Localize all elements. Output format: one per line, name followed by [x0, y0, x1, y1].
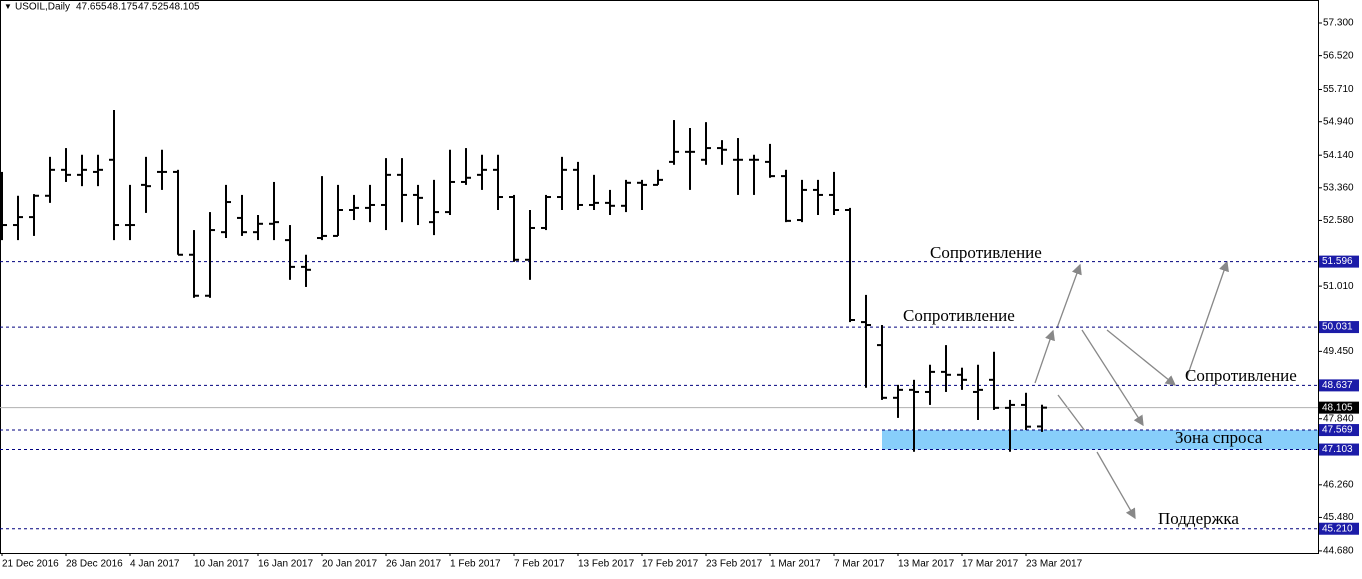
low-value: 47.525 — [138, 2, 169, 13]
high-value: 48.175 — [107, 2, 138, 13]
level-label: 47.103 — [1322, 444, 1353, 455]
price-label: 48.105 — [1322, 402, 1353, 413]
x-tick-label: 17 Feb 2017 — [642, 559, 699, 570]
y-tick-label: 57.300 — [1323, 18, 1354, 29]
level-label: 45.210 — [1322, 523, 1353, 534]
x-tick-label: 23 Mar 2017 — [1026, 559, 1083, 570]
annotation: Поддержка — [1158, 509, 1239, 528]
annotation: Сопротивление — [1185, 366, 1297, 385]
y-tick-label: 45.480 — [1323, 512, 1354, 523]
zone-label: Зона спроса — [1175, 428, 1263, 447]
x-tick-label: 10 Jan 2017 — [194, 559, 249, 570]
annotation: Сопротивление — [930, 243, 1042, 262]
level-box — [1319, 255, 1359, 268]
y-tick-label: 47.840 — [1323, 413, 1354, 424]
level-box — [1319, 424, 1359, 437]
y-tick-label: 52.580 — [1323, 215, 1354, 226]
y-tick-label: 53.360 — [1323, 182, 1354, 193]
x-tick-label: 26 Jan 2017 — [386, 559, 441, 570]
x-tick-label: 7 Mar 2017 — [834, 559, 885, 570]
y-tick-label: 46.260 — [1323, 479, 1354, 490]
x-tick-label: 7 Feb 2017 — [514, 559, 565, 570]
x-tick-label: 28 Dec 2016 — [66, 559, 123, 570]
header-arrow: ▼ — [4, 2, 12, 11]
x-tick-label: 1 Feb 2017 — [450, 559, 501, 570]
level-box — [1319, 522, 1359, 535]
x-tick-label: 1 Mar 2017 — [770, 559, 821, 570]
price-box — [1319, 401, 1359, 414]
level-label: 51.596 — [1322, 256, 1353, 267]
x-tick-label: 13 Feb 2017 — [578, 559, 635, 570]
x-tick-label: 23 Feb 2017 — [706, 559, 763, 570]
close-value: 48.105 — [169, 2, 200, 13]
y-tick-label: 44.680 — [1323, 546, 1354, 557]
x-tick-label: 21 Dec 2016 — [2, 559, 59, 570]
level-box — [1319, 379, 1359, 392]
level-box — [1319, 321, 1359, 334]
x-tick-label: 13 Mar 2017 — [898, 559, 955, 570]
y-tick-label: 49.450 — [1323, 346, 1354, 357]
x-tick-label: 20 Jan 2017 — [322, 559, 377, 570]
plot-frame — [0, 0, 1319, 554]
annotation: Сопротивление — [903, 306, 1015, 325]
x-tick-label: 16 Jan 2017 — [258, 559, 313, 570]
level-label: 47.569 — [1322, 425, 1353, 436]
arrows — [1034, 260, 1229, 520]
y-tick-label: 51.010 — [1323, 281, 1354, 292]
x-tick-label: 4 Jan 2017 — [130, 559, 180, 570]
level-label: 50.031 — [1322, 322, 1353, 333]
x-tick-label: 17 Mar 2017 — [962, 559, 1019, 570]
level-box — [1319, 443, 1359, 456]
level-label: 48.637 — [1322, 380, 1353, 391]
y-tick-label: 54.940 — [1323, 116, 1354, 127]
demand-zone — [882, 430, 1318, 450]
y-tick-label: 54.140 — [1323, 150, 1354, 161]
symbol: USOIL,Daily — [15, 2, 70, 13]
y-tick-label: 55.710 — [1323, 84, 1354, 95]
open-value: 47.655 — [76, 2, 107, 13]
y-tick-label: 56.520 — [1323, 50, 1354, 61]
